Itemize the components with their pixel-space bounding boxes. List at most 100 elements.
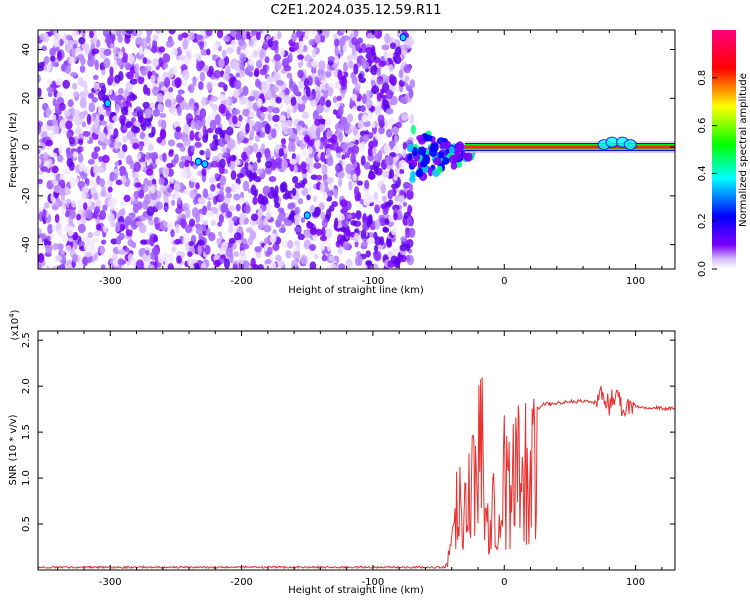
spectrogram-cell	[204, 148, 211, 159]
spectrogram-cell	[353, 30, 359, 38]
spectrogram-cell	[406, 40, 413, 49]
spectrogram-cell	[329, 143, 335, 151]
spectrogram-cell	[142, 57, 148, 65]
x-tick-label: -200	[230, 276, 253, 287]
spectrogram-cell	[199, 108, 207, 119]
spectrogram-cell	[118, 249, 127, 255]
spectrogram-cell	[243, 260, 250, 269]
spectrogram-cell	[112, 147, 121, 154]
spectrogram-cell	[192, 197, 198, 205]
spectrogram-cell	[258, 218, 264, 230]
spectrogram-cell	[232, 115, 238, 125]
spectrogram-cell	[325, 71, 332, 78]
spectrogram-cell	[130, 195, 135, 202]
spectrogram-cell	[88, 92, 95, 99]
spectrogram-cell	[367, 172, 376, 180]
spectrogram-cell	[99, 178, 106, 187]
spectrogram-cell	[198, 81, 204, 91]
spectrogram-cell	[294, 182, 302, 189]
snr-y-ticks: 0.5 1.0 1.5 2.0 2.5	[21, 332, 675, 532]
spectrogram-cell	[319, 96, 326, 107]
spectrogram-cell	[223, 258, 230, 269]
spectrogram-cell	[291, 187, 297, 197]
spectrogram-cell	[88, 240, 95, 249]
spectrogram-cell	[267, 92, 272, 98]
spectrogram-cell	[104, 37, 113, 45]
spectrogram-cell	[67, 225, 74, 237]
spectrogram-cell	[264, 56, 270, 64]
spectrogram-cell	[212, 133, 218, 140]
spectrogram-cell	[340, 93, 345, 99]
spectrogram-cell	[241, 243, 250, 250]
spectrogram-cell	[226, 47, 235, 54]
spectrogram-cell	[137, 75, 145, 85]
spectrogram-cell	[346, 213, 353, 219]
spectrogram-cell	[235, 32, 243, 41]
spectrogram-cell	[350, 153, 356, 165]
spectrogram-cell	[388, 189, 394, 198]
spectrogram-cell	[391, 247, 399, 256]
spectrogram-cell	[45, 265, 50, 269]
spectrogram-cell	[219, 94, 226, 102]
spectrogram-cell	[327, 137, 335, 143]
spectrogram-cell	[127, 53, 135, 64]
spectrogram-cell	[282, 57, 291, 64]
spectrogram-cell	[374, 244, 379, 253]
spectrogram-cell	[201, 117, 206, 127]
spectrogram-cell	[141, 254, 147, 262]
spectrogram-cell	[162, 62, 169, 69]
spectrogram-cell	[341, 142, 348, 151]
spectrogram-cell	[157, 93, 164, 103]
spectrogram-cell	[168, 150, 174, 157]
spectrogram-cell	[269, 233, 277, 244]
spectrogram-cell	[455, 141, 464, 150]
spectrogram-cell	[257, 98, 263, 107]
spectrogram-cell	[389, 42, 397, 50]
spectrogram-cell	[131, 171, 140, 180]
spectrogram-cell	[56, 228, 63, 237]
spectrogram-cell	[202, 125, 207, 136]
spectrogram-cell	[79, 162, 86, 173]
spectrogram-cell	[360, 106, 367, 112]
spectrogram-cell	[134, 182, 142, 188]
spectrogram-cell	[351, 37, 358, 46]
spectrogram-cell	[77, 223, 86, 234]
spectrogram-cell	[376, 92, 382, 102]
spectrogram-cell	[373, 236, 382, 246]
spectrogram-cell	[295, 124, 302, 131]
spectrogram-cell	[335, 101, 340, 109]
spectrogram-cell	[167, 221, 173, 231]
spectrogram-cell	[162, 166, 170, 178]
spectrogram-cell	[315, 127, 321, 138]
spectrogram-cell	[450, 162, 458, 170]
spectrogram-cell	[395, 121, 402, 129]
spectrogram-cell	[171, 193, 176, 200]
spectrogram-cell	[123, 194, 131, 203]
spectrogram-cell	[84, 251, 93, 258]
spectrogram-cell	[180, 156, 187, 162]
spectrogram-cell	[39, 33, 45, 41]
spectrogram-cell	[320, 211, 326, 221]
spectrogram-cell	[286, 72, 293, 79]
spectrogram-cell	[388, 214, 395, 223]
spectrogram-cell	[87, 232, 94, 239]
spectrogram-cell	[124, 247, 130, 253]
spectrogram-cell	[304, 31, 309, 41]
spectrogram-cell	[239, 61, 245, 72]
spectrogram-cell	[187, 251, 193, 258]
x-tick-label: -300	[99, 577, 122, 588]
spectrogram-cell	[401, 113, 409, 121]
spectrogram-cell	[222, 153, 230, 159]
spectrogram-cell	[93, 83, 99, 91]
spectrogram-cell	[239, 197, 246, 204]
spectrogram-cell	[263, 237, 271, 244]
spectrogram-cell	[336, 95, 343, 102]
spectrogram-cell	[77, 147, 82, 155]
spectrogram-cell	[321, 218, 328, 229]
spectrogram-cell	[262, 30, 268, 36]
spectrogram-cell	[389, 168, 394, 179]
spectrogram-cell	[265, 154, 272, 163]
spectrogram-cell	[152, 246, 160, 257]
spectrogram-cell	[176, 255, 182, 264]
spectrogram-cell	[289, 158, 297, 165]
